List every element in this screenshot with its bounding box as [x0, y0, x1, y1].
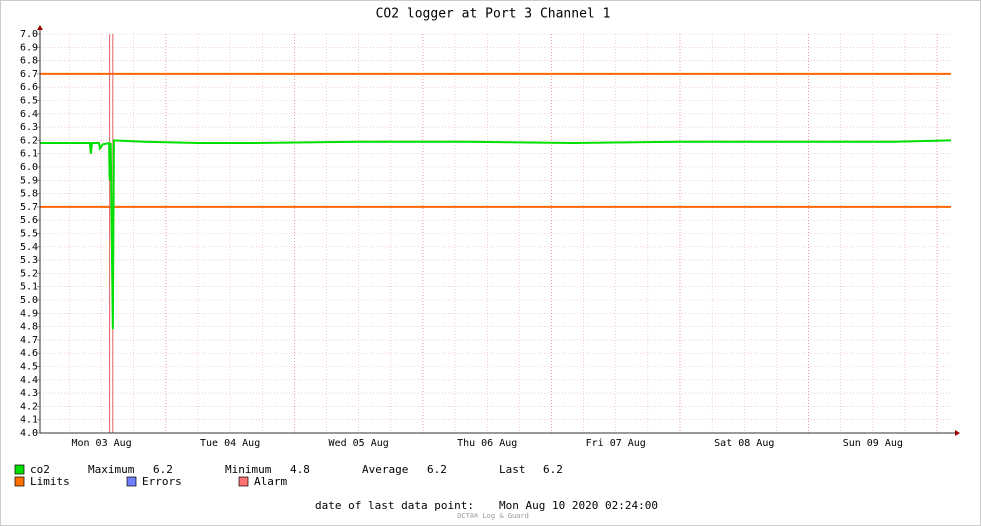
- legend-label: Errors: [142, 475, 182, 488]
- y-tick-label: 5.7: [20, 202, 38, 213]
- stat-label: Minimum: [225, 463, 272, 476]
- y-tick-label: 6.1: [20, 149, 38, 160]
- y-tick-label: 4.0: [20, 428, 38, 439]
- y-tick-label: 5.5: [20, 229, 38, 240]
- y-tick-label: 6.3: [20, 122, 38, 133]
- footer-value: Mon Aug 10 2020 02:24:00: [499, 499, 658, 512]
- x-tick-label: Tue 04 Aug: [200, 438, 260, 449]
- y-tick-label: 4.9: [20, 308, 38, 319]
- y-tick-label: 6.9: [20, 42, 38, 53]
- y-tick-label: 5.2: [20, 268, 38, 279]
- chart-title: CO2 logger at Port 3 Channel 1: [376, 7, 611, 22]
- footer-label: date of last data point:: [315, 499, 474, 512]
- y-tick-label: 5.9: [20, 175, 38, 186]
- stat-label: Last: [499, 463, 526, 476]
- y-tick-label: 4.5: [20, 362, 38, 373]
- x-tick-label: Sun 09 Aug: [843, 438, 903, 449]
- stat-value: 6.2: [427, 463, 447, 476]
- stat-value: 6.2: [153, 463, 173, 476]
- y-tick-label: 4.8: [20, 322, 38, 333]
- y-tick-label: 6.6: [20, 82, 38, 93]
- legend-label: co2: [30, 463, 50, 476]
- watermark: OCTA® Log & Guard: [457, 512, 529, 520]
- y-tick-label: 6.4: [20, 109, 38, 120]
- y-tick-label: 6.7: [20, 69, 38, 80]
- stat-value: 4.8: [290, 463, 310, 476]
- y-tick-label: 5.3: [20, 255, 38, 266]
- y-tick-label: 6.8: [20, 56, 38, 67]
- legend-swatch: [126, 476, 137, 487]
- stat-label: Average: [362, 463, 408, 476]
- y-tick-label: 6.0: [20, 162, 38, 173]
- stat-label: Maximum: [88, 463, 135, 476]
- y-tick-label: 6.2: [20, 135, 38, 146]
- y-tick-label: 5.4: [20, 242, 38, 253]
- y-tick-label: 4.4: [20, 375, 38, 386]
- legend-swatch: [14, 476, 25, 487]
- x-tick-label: Mon 03 Aug: [71, 438, 131, 449]
- y-tick-label: 4.3: [20, 388, 38, 399]
- y-tick-label: 5.0: [20, 295, 38, 306]
- y-tick-label: 5.1: [20, 282, 38, 293]
- x-tick-label: Sat 08 Aug: [714, 438, 774, 449]
- y-tick-label: 5.8: [20, 189, 38, 200]
- y-tick-label: 4.6: [20, 348, 38, 359]
- y-tick-label: 7.0: [20, 29, 38, 40]
- legend-swatch: [14, 464, 25, 475]
- x-tick-label: Fri 07 Aug: [586, 438, 646, 449]
- legend-swatch: [238, 476, 249, 487]
- x-tick-label: Wed 05 Aug: [329, 438, 389, 449]
- y-tick-label: 5.6: [20, 215, 38, 226]
- data-line: [40, 139, 952, 330]
- x-arrow: [955, 430, 960, 436]
- y-tick-label: 4.7: [20, 335, 38, 346]
- legend-label: Alarm: [254, 475, 287, 488]
- x-tick-label: Thu 06 Aug: [457, 438, 517, 449]
- y-tick-label: 4.1: [20, 415, 38, 426]
- y-tick-label: 4.2: [20, 401, 38, 412]
- legend-label: Limits: [30, 475, 70, 488]
- y-tick-label: 6.5: [20, 96, 38, 107]
- stat-value: 6.2: [543, 463, 563, 476]
- y-arrow: [37, 25, 43, 30]
